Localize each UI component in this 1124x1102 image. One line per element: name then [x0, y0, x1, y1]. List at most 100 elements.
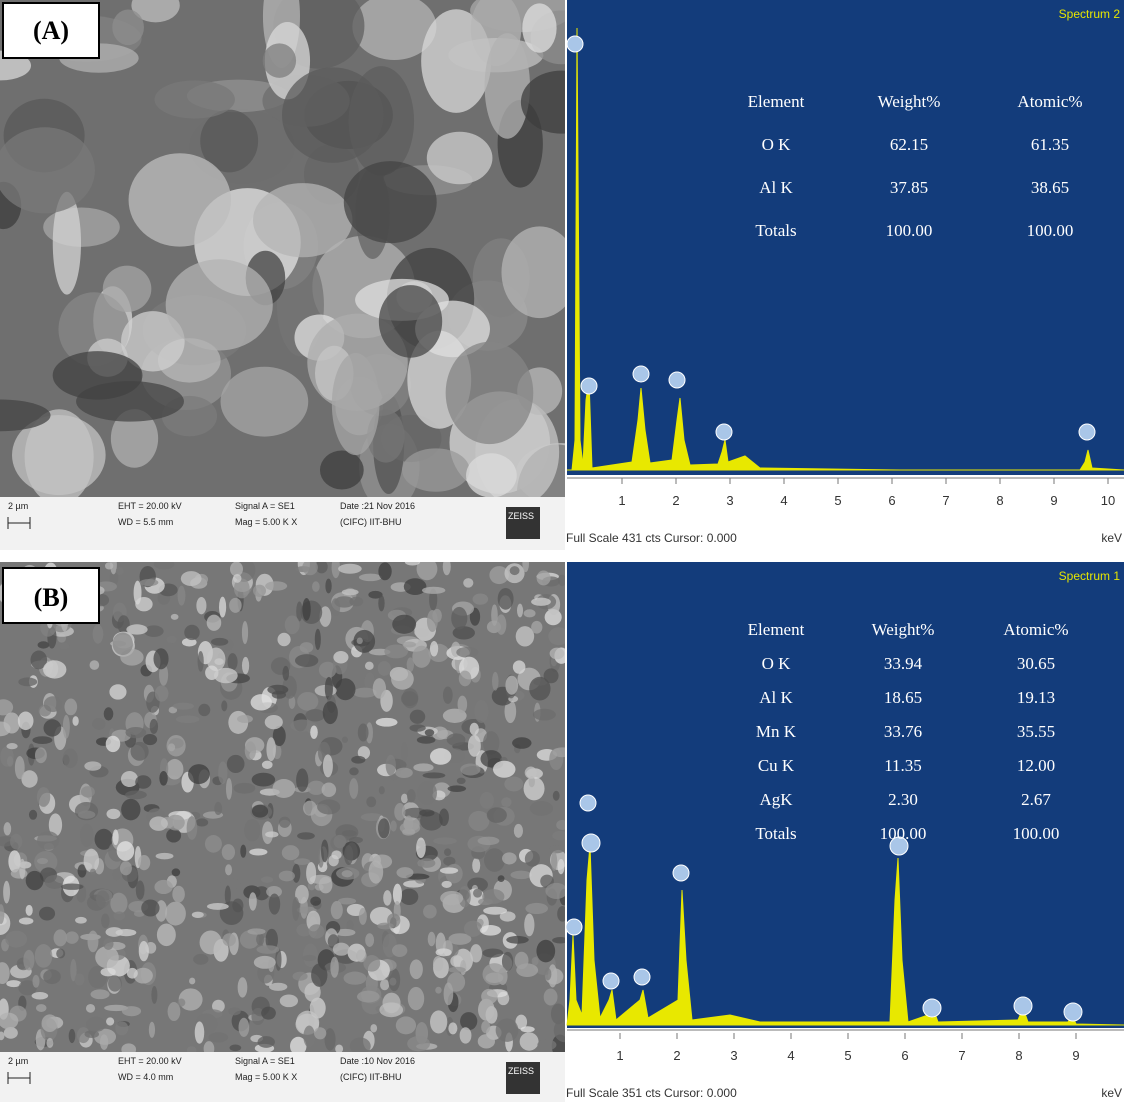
grain — [515, 952, 529, 969]
grain — [319, 877, 333, 894]
grain — [240, 845, 246, 858]
grain — [344, 845, 353, 865]
table-cell: 2.67 — [1021, 790, 1051, 809]
grain — [189, 978, 195, 985]
grain — [19, 918, 34, 925]
grain — [448, 1022, 457, 1034]
x-tick-label: 6 — [888, 493, 895, 508]
grain — [129, 153, 231, 246]
grain — [419, 809, 434, 816]
grain — [187, 816, 198, 840]
sem-info-text: EHT = 20.00 kV — [118, 1056, 182, 1066]
grain — [90, 869, 96, 875]
grain — [482, 889, 504, 904]
grain — [172, 868, 180, 876]
grain — [153, 648, 168, 669]
grain — [5, 931, 27, 948]
grain — [423, 772, 446, 778]
grain — [379, 786, 385, 794]
grain — [234, 783, 256, 794]
grain — [113, 829, 119, 845]
grain — [107, 809, 121, 819]
grain — [544, 989, 558, 1006]
grain — [300, 642, 314, 653]
grain — [172, 886, 185, 903]
table-cell: 30.65 — [1017, 654, 1055, 673]
x-tick-label: 9 — [1050, 493, 1057, 508]
grain — [35, 747, 47, 763]
grain — [531, 621, 542, 634]
grain — [104, 707, 114, 720]
table-cell: 100.00 — [880, 824, 927, 843]
grain — [394, 803, 405, 821]
grain — [198, 651, 204, 672]
axis-unit: keV — [1101, 531, 1122, 545]
grain — [378, 818, 390, 838]
grain — [69, 1029, 76, 1043]
grain — [141, 900, 159, 917]
x-tick-label: 3 — [730, 1048, 737, 1063]
grain — [386, 755, 396, 776]
grain — [498, 875, 505, 882]
grain — [504, 777, 523, 792]
grain — [492, 672, 499, 691]
grain — [447, 733, 466, 746]
grain — [219, 597, 226, 618]
grain — [460, 764, 480, 776]
grain — [265, 831, 278, 837]
grain — [195, 1021, 205, 1043]
grain — [266, 737, 275, 761]
grain — [121, 799, 140, 821]
grain — [112, 9, 144, 45]
grain — [502, 852, 517, 864]
grain — [483, 948, 504, 957]
grain — [331, 850, 341, 859]
grain — [510, 871, 531, 880]
sem-info-text: Signal A = SE1 — [235, 501, 295, 511]
grain — [430, 1010, 447, 1033]
grain — [359, 574, 382, 582]
grain — [325, 579, 331, 594]
grain — [229, 598, 242, 613]
grain — [377, 923, 394, 930]
grain — [474, 700, 488, 723]
grain — [344, 161, 437, 243]
grain — [349, 778, 358, 799]
grain — [359, 908, 367, 925]
grain — [388, 968, 400, 991]
grain — [557, 906, 568, 922]
grain — [277, 633, 290, 646]
grain — [460, 1027, 472, 1043]
grain — [391, 668, 414, 689]
grain — [446, 342, 534, 444]
grain — [228, 653, 238, 670]
grain — [242, 657, 249, 674]
grain — [444, 848, 451, 856]
grain — [188, 764, 210, 784]
grain — [344, 972, 367, 985]
grain — [233, 574, 242, 583]
grain — [383, 890, 391, 906]
axis-unit: keV — [1101, 1086, 1122, 1100]
grain — [536, 940, 555, 963]
x-tick-label: 8 — [1015, 1048, 1022, 1063]
grain — [221, 367, 309, 437]
grain — [402, 642, 416, 648]
grain — [214, 658, 223, 665]
grain — [269, 983, 287, 991]
grain — [261, 1007, 276, 1020]
x-tick-label: 7 — [942, 493, 949, 508]
sem-info-text: (CIFC) IIT-BHU — [340, 1072, 402, 1082]
table-header: Atomic% — [1003, 620, 1068, 639]
grain — [32, 992, 49, 999]
grain — [101, 913, 109, 928]
grain — [63, 748, 78, 768]
grain — [93, 625, 104, 644]
grain — [263, 43, 296, 77]
grain — [525, 851, 540, 867]
grain — [470, 944, 482, 962]
grain — [247, 928, 265, 934]
grain — [302, 598, 310, 621]
grain — [349, 767, 358, 775]
panel-label: (A) — [33, 16, 69, 45]
